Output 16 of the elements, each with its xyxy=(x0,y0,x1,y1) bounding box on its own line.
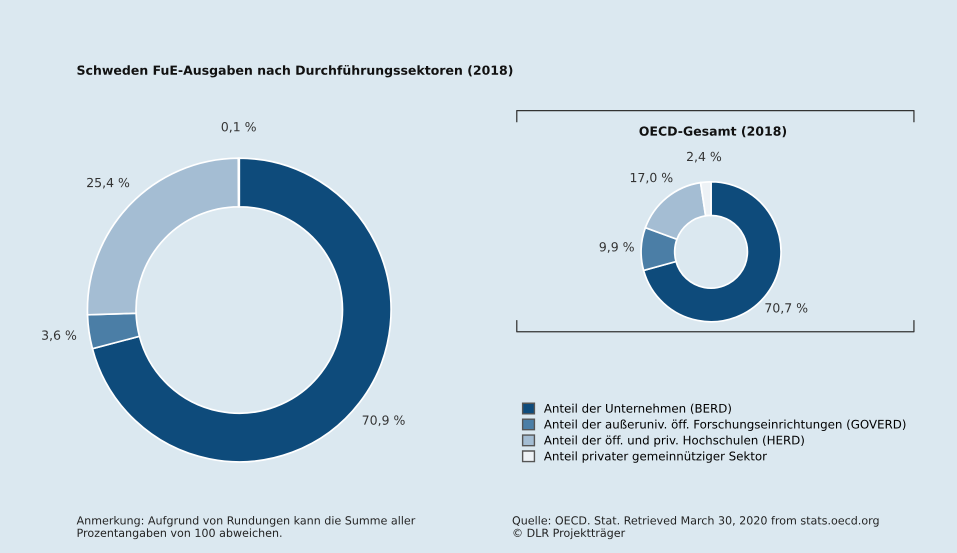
chart-title: Schweden FuE-Ausgaben nach Durchführungssektoren (2018) xyxy=(77,65,512,78)
data-label: 70,7 % xyxy=(765,303,808,314)
data-label: 0,1 % xyxy=(222,122,256,133)
data-label: 25,4 % xyxy=(87,178,130,189)
source-note: Quelle: OECD. Stat. Retrieved March 30, 2020 from stats.oecd.org © DLR Projektträger xyxy=(512,516,879,540)
text: Anmerkung: Aufgrund von Rundungen kann die Summe aller Prozentangaben von 100 abweichen. xyxy=(76,516,416,540)
data-label: 70,9 % xyxy=(362,415,405,426)
legend-label: Anteil der öff. und priv. Hochschulen (HERD) xyxy=(544,435,804,447)
legend-label: Anteil privater gemeinnütziger Sektor xyxy=(544,451,767,463)
chart-title: OECD-Gesamt (2018) xyxy=(639,126,786,138)
data-label: 17,0 % xyxy=(630,172,672,184)
data-label: 3,6 % xyxy=(42,330,76,342)
legend-label: Anteil der außeruniv. öff. Forschungseinrichtungen (GOVERD) xyxy=(544,420,906,431)
data-label: 9,9 % xyxy=(600,242,634,253)
legend-label: Anteil der Unternehmen (BERD) xyxy=(544,404,731,414)
data-label: 2,4 % xyxy=(686,152,722,163)
